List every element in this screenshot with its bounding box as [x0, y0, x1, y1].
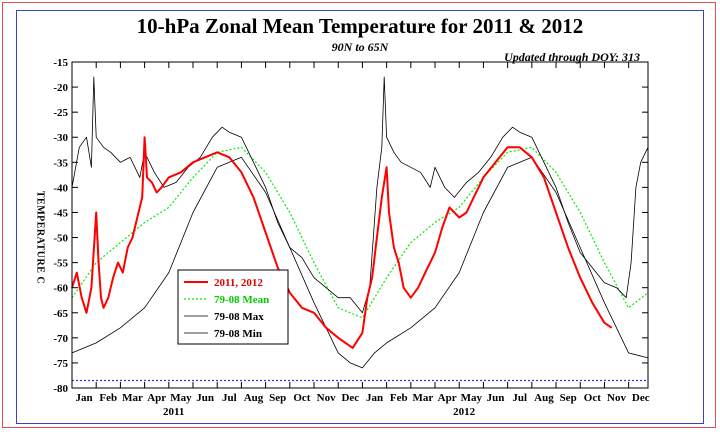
x-tick-label: Feb: [390, 392, 408, 404]
inner-frame: [16, 10, 704, 424]
x-tick-label: Jul: [512, 392, 527, 404]
chart-title: 10-hPa Zonal Mean Temperature for 2011 &…: [136, 14, 584, 38]
x-tick-label: Jun: [487, 392, 505, 404]
y-tick-label: -25: [53, 107, 68, 119]
x-tick-label: Sep: [269, 392, 286, 404]
x-tick-label: May: [170, 392, 192, 404]
y-tick-label: -45: [53, 207, 68, 219]
y-tick-label: -35: [53, 157, 68, 169]
x-tick-label: Sep: [560, 392, 577, 404]
legend-label: 79-08 Min: [214, 328, 262, 340]
x-tick-label: Jun: [196, 392, 214, 404]
y-tick-label: -40: [53, 182, 68, 194]
series-line-79-08-max: [71, 76, 649, 314]
x-tick-label: Aug: [534, 392, 554, 404]
series-line-79-08-mean: [71, 146, 649, 319]
series-line-79-08-min: [71, 156, 649, 369]
y-tick-label: -50: [53, 233, 68, 245]
x-tick-label: Apr: [438, 392, 457, 404]
y-tick-label: -30: [53, 132, 68, 144]
x-tick-label: Jan: [366, 392, 383, 404]
x-tick-label: Jan: [76, 392, 93, 404]
axis-group: -15 -20 -25 -30 -35 -40 -45 -50 -55 -60 -65 -70 -75 -…: [53, 57, 649, 418]
y-tick-label: -15: [53, 57, 68, 69]
x-tick-label: Oct: [584, 392, 601, 404]
x-tick-label: Mar: [122, 392, 143, 404]
y-tick-label: -70: [53, 333, 68, 345]
chart-subtitle: 90N to 65N: [331, 40, 389, 54]
legend: 2011, 2012 79-08 Mean 79-08 Max 79-08 Min: [177, 269, 289, 345]
outer-frame: [2, 2, 716, 428]
legend-label: 2011, 2012: [214, 277, 263, 289]
y-tick-label: -60: [53, 283, 68, 295]
x-tick-label: Oct: [293, 392, 310, 404]
legend-label: 79-08 Max: [214, 311, 264, 323]
updated-note: Updated through DOY: 313: [504, 50, 640, 64]
year-label: 2011: [163, 406, 184, 418]
year-label: 2012: [453, 406, 476, 418]
y-tick-label: -55: [53, 258, 68, 270]
x-tick-label: Dec: [341, 392, 359, 404]
x-tick-label: Mar: [413, 392, 434, 404]
plot-area-border: [71, 61, 649, 389]
x-tick-label: May: [461, 392, 483, 404]
x-tick-label: Dec: [632, 392, 650, 404]
series-line-2011-2012: [71, 136, 613, 349]
x-tick-label: Jul: [222, 392, 237, 404]
x-tick-label: Nov: [317, 392, 336, 404]
y-tick-label: -65: [53, 308, 68, 320]
plot-series-group: [71, 76, 649, 382]
y-tick-label: -20: [53, 82, 68, 94]
x-tick-label: Apr: [147, 392, 166, 404]
x-tick-label: Aug: [244, 392, 264, 404]
x-tick-label: Nov: [607, 392, 626, 404]
y-tick-label: -75: [53, 358, 68, 370]
legend-label: 79-08 Mean: [214, 294, 269, 306]
y-tick-label: -80: [53, 383, 68, 395]
x-tick-label: Feb: [99, 392, 117, 404]
